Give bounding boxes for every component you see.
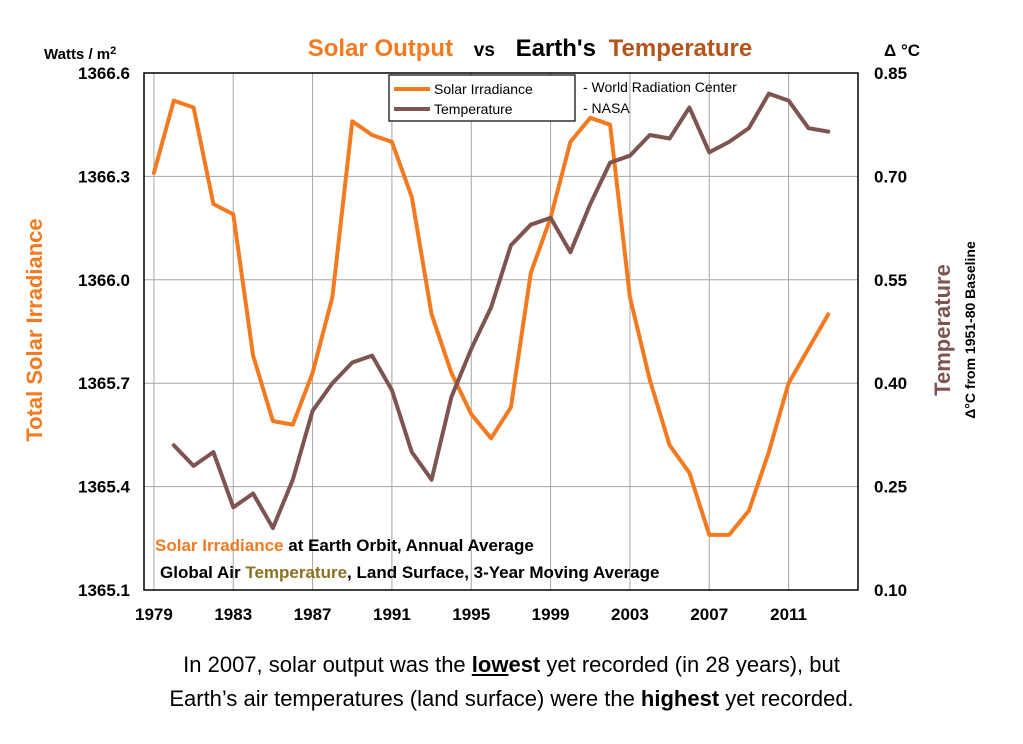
caption: In 2007, solar output was the lowest yet… (0, 648, 1023, 716)
annotation-temperature-word: Temperature (245, 563, 347, 582)
legend-label-irradiance: Solar Irradiance (434, 81, 533, 97)
left-tick-label: 1365.1 (78, 581, 130, 600)
x-tick-label: 1999 (532, 605, 570, 624)
title-earths: Earth's (516, 35, 596, 62)
annotation-line-1: Solar Irradiance at Earth Orbit, Annual … (155, 536, 534, 555)
left-tick-label: 1366.3 (78, 167, 130, 186)
x-tick-label: 2003 (611, 605, 649, 624)
title-vs: vs (474, 40, 495, 61)
right-unit-label: Δ °C (884, 41, 920, 60)
caption-line-2: Earth’s air temperatures (land surface) … (169, 686, 854, 711)
right-tick-label: 0.40 (874, 374, 907, 393)
title-temperature: Temperature (609, 35, 753, 62)
title-solar-output: Solar Output (308, 35, 453, 62)
x-tick-label: 1995 (452, 605, 490, 624)
right-tick-label: 0.70 (874, 167, 907, 186)
x-tick-label: 2007 (690, 605, 728, 624)
x-tick-label: 1979 (135, 605, 173, 624)
left-unit-label: Watts / m2 (44, 45, 116, 63)
annotation-line-2: Global Air Temperature, Land Surface, 3-… (160, 563, 659, 582)
caption-line-1: In 2007, solar output was the lowest yet… (183, 652, 840, 677)
legend-source-irradiance: - World Radiation Center (583, 79, 737, 95)
right-tick-label: 0.10 (874, 581, 907, 600)
x-tick-label: 1983 (214, 605, 252, 624)
right-axis-title: Temperature (930, 264, 955, 396)
x-tick-label: 1991 (373, 605, 411, 624)
legend-box (388, 74, 576, 122)
right-tick-label: 0.55 (874, 271, 907, 290)
left-tick-label: 1365.4 (78, 478, 131, 497)
series-line-temperature (171, 91, 831, 530)
legend-label-temperature: Temperature (434, 101, 513, 117)
left-y-ticks: 1366.6 1366.3 1366.0 1365.7 1365.4 1365.1 (78, 64, 131, 600)
right-y-ticks: 0.85 0.70 0.55 0.40 0.25 0.10 (874, 64, 907, 600)
legend-source-temperature: - NASA (583, 100, 630, 116)
annotation-irradiance-word: Solar Irradiance (155, 536, 284, 555)
right-axis-subtitle: Δ°C from 1951-80 Baseline (962, 241, 978, 419)
x-ticks: 1979 1983 1987 1991 1995 1999 2003 2007 2011 (135, 605, 807, 624)
x-tick-label: 2011 (770, 605, 807, 624)
right-tick-label: 0.25 (874, 478, 907, 497)
left-tick-label: 1365.7 (78, 374, 130, 393)
series-lines (151, 91, 831, 537)
left-tick-label: 1366.0 (78, 271, 130, 290)
series-line-solar-irradiance (151, 98, 831, 537)
right-tick-label: 0.85 (874, 64, 907, 83)
left-tick-label: 1366.6 (78, 64, 130, 83)
left-axis-title: Total Solar Irradiance (22, 218, 47, 441)
plot-frame (143, 72, 859, 591)
x-tick-label: 1987 (294, 605, 332, 624)
legend: Solar Irradiance Temperature - World Rad… (388, 74, 737, 122)
chart-title: Solar Output vs Earth's Temperature (308, 35, 753, 62)
